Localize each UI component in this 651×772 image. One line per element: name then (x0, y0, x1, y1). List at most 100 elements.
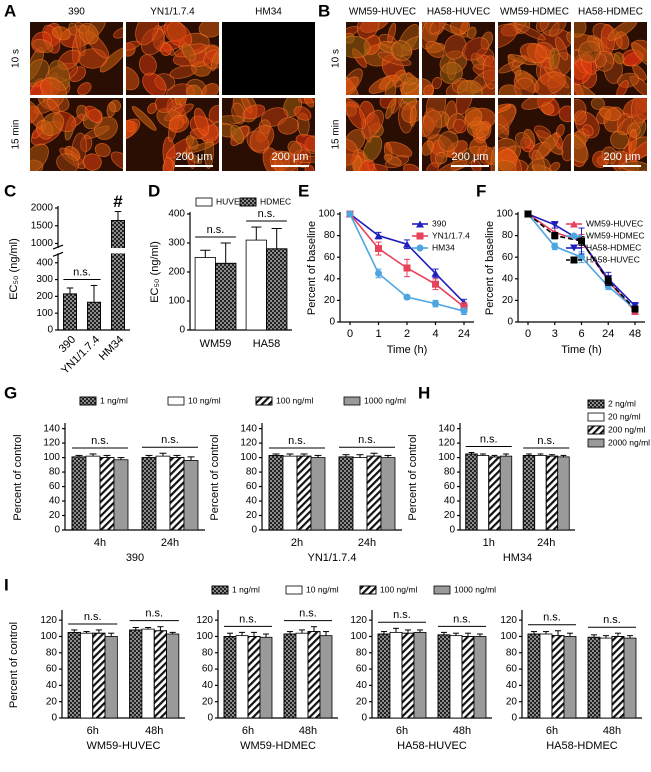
y-axis-label: Percent of control (8, 622, 20, 708)
annotation: n.s. (84, 611, 102, 623)
marker (346, 210, 354, 218)
bar (295, 632, 309, 719)
cell (574, 133, 589, 163)
y-tick-label: 0 (207, 713, 213, 724)
cell (39, 77, 67, 95)
cell (422, 109, 443, 139)
cell (385, 98, 397, 120)
y-tick-label: 20 (506, 696, 518, 707)
legend-label: 2 ng/ml (608, 398, 636, 408)
y-tick-label: 100 (36, 308, 53, 319)
bar-texture (169, 457, 185, 531)
y-tick-label: 140 (438, 423, 455, 434)
bar-texture (338, 456, 354, 531)
bar-texture (587, 636, 601, 719)
x-tick-label: 48h (299, 725, 317, 737)
y-axis-label: Percent of baseline (484, 221, 496, 315)
legend-label: 1000 ng/ml (364, 395, 406, 405)
marker (604, 282, 612, 290)
cell (482, 55, 495, 90)
x-tick-label: HA58 (253, 338, 281, 350)
column-label: HA58-HUVEC (427, 7, 490, 18)
y-tick-label: 0 (179, 325, 185, 336)
cell (51, 26, 71, 41)
axis-break-mark (52, 251, 64, 257)
micrograph (126, 98, 219, 171)
cell (429, 22, 449, 35)
cell (56, 153, 79, 171)
annotation: n.s. (603, 614, 621, 626)
y-tick-label: 60 (246, 481, 258, 492)
y-tick-label: 20 (49, 510, 61, 521)
x-tick-label: 2 (404, 328, 410, 340)
annotation: n.s. (239, 613, 257, 625)
y-tick-label: 0 (449, 525, 455, 536)
bar-texture (247, 636, 261, 719)
scale-bar-label: 200 μm (452, 151, 489, 163)
row-label: 15 min (331, 119, 342, 149)
x-axis-label: Time (h) (387, 344, 428, 356)
cell (186, 84, 202, 95)
legend-marker (416, 244, 424, 252)
annotation: n.s. (453, 613, 471, 625)
legend-label: HUVEC (216, 196, 246, 206)
micrograph (30, 98, 123, 171)
bar (85, 455, 101, 531)
cell (403, 163, 419, 171)
cell (549, 22, 567, 37)
marker (432, 300, 439, 308)
bar (380, 457, 396, 531)
y-tick-label: 60 (202, 664, 214, 675)
annotation: n.s. (91, 435, 109, 447)
y-tick-label: 20 (444, 510, 456, 521)
legend-label: 200 ng/ml (608, 424, 645, 434)
y-tick-label: 200 (168, 267, 185, 278)
cell (106, 101, 116, 118)
bar-texture (268, 455, 284, 531)
cell (453, 118, 467, 134)
cell (168, 114, 190, 133)
annotation: n.s. (543, 612, 561, 624)
cell (578, 40, 601, 63)
y-tick-label: 20 (202, 696, 214, 707)
x-axis-label: HA58-HUVEC (397, 740, 467, 752)
y-tick-label: 80 (356, 647, 368, 658)
micrograph (30, 22, 123, 95)
bar (194, 257, 216, 331)
bar (599, 637, 613, 719)
legend-label: 10 ng/ml (188, 395, 221, 405)
y-tick-label: 0 (51, 713, 57, 724)
annotation: n.s. (258, 208, 276, 220)
cell (185, 141, 215, 154)
cell (32, 38, 54, 53)
y-tick-label: 120 (350, 615, 367, 626)
cell (249, 124, 275, 152)
bar-texture (461, 636, 475, 719)
bar-texture (283, 633, 297, 719)
bar-texture (366, 455, 382, 531)
x-tick-label: 48h (603, 725, 621, 737)
y-tick-label: 120 (240, 438, 257, 449)
cell (230, 124, 245, 144)
x-tick-label: HM34 (97, 334, 126, 363)
x-tick-label: 24h (161, 537, 179, 549)
marker (432, 280, 439, 288)
panel-label: F (476, 181, 486, 200)
line (349, 213, 465, 304)
micrograph (346, 22, 419, 95)
y-tick-label: 0 (47, 325, 53, 336)
cell (346, 101, 367, 130)
cell (521, 98, 556, 110)
axis-break-gap (54, 248, 132, 254)
cell (457, 79, 483, 95)
y-tick-label: 40 (246, 496, 258, 507)
y-tick-label: 60 (356, 664, 368, 675)
cell (169, 65, 197, 79)
cell (135, 22, 159, 46)
x-tick-label: 6h (242, 725, 254, 737)
annotation: n.s. (358, 434, 376, 446)
marker (550, 221, 559, 229)
x-tick-label: 48 (629, 328, 641, 340)
column-label: HM34 (255, 7, 282, 18)
